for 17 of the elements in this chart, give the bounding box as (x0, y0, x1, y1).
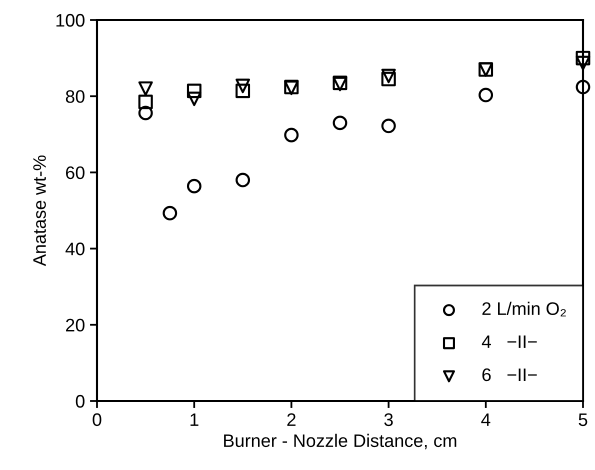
y-tick-label: 20 (66, 318, 84, 332)
x-axis-title: Burner - Nozzle Distance, cm (224, 434, 456, 450)
y-tick-label: 80 (66, 90, 84, 103)
x-tick-label: 3 (384, 413, 393, 426)
x-tick-label: 1 (190, 413, 198, 426)
y-tick-label: 100 (56, 14, 84, 27)
legend-label: 4 −II− (482, 336, 537, 348)
legend-label: 6 −II− (482, 368, 537, 382)
y-tick-label: 40 (66, 242, 84, 256)
x-tick-label: 4 (481, 413, 490, 426)
x-tick-label: 2 (287, 413, 296, 426)
x-tick-label: 5 (578, 413, 588, 426)
y-tick-label: 0 (76, 394, 84, 408)
y-axis-title: Anatase wt-% (33, 155, 46, 266)
y-tick-label: 60 (66, 166, 84, 180)
legend-label: 2 L/min O₂ (482, 302, 566, 316)
x-tick-label: 0 (92, 413, 102, 426)
